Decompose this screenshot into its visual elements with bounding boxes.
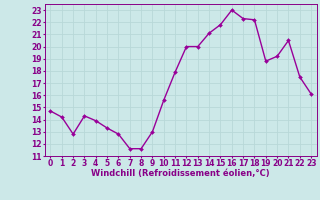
X-axis label: Windchill (Refroidissement éolien,°C): Windchill (Refroidissement éolien,°C) — [92, 169, 270, 178]
